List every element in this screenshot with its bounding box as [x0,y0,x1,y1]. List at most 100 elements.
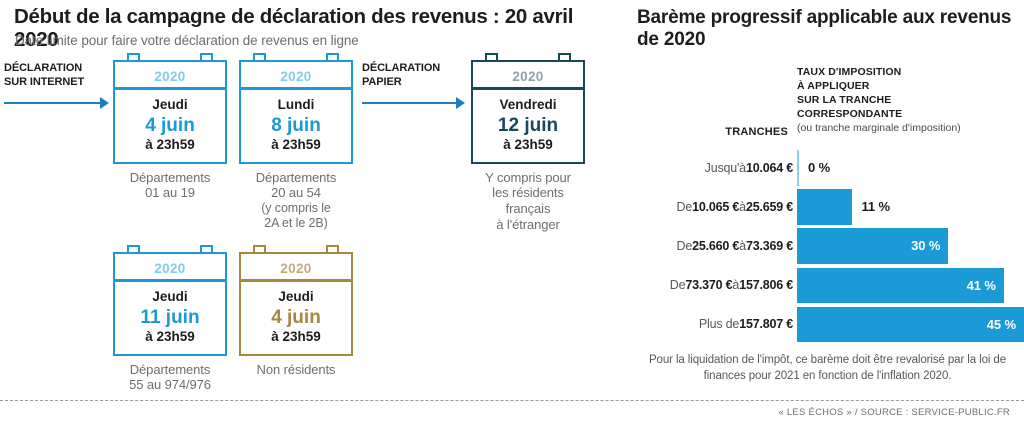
bar-track: 11 % [797,187,1024,226]
calendar-hour: à 23h59 [271,328,321,344]
bar [797,267,1004,304]
bracket-label: De 10.065 € à 25.659 € [676,199,794,214]
bracket-label: De 73.370 € à 157.806 € [669,278,793,293]
calendar-card-5: 2020 Jeudi 4 juin à 23h59 Non résidents [239,245,353,377]
bar-value-label: 11 % [861,199,890,215]
calendar-body: Jeudi 4 juin à 23h59 [241,282,351,354]
calendar-dayname: Jeudi [152,288,188,304]
calendar-hour: à 23h59 [271,136,321,152]
calendar-card-4: 2020 Jeudi 11 juin à 23h59 Départements … [113,245,227,393]
rate-header-line: À APPLIQUER [797,79,870,92]
page-subtitle: Date limite pour faire votre déclaration… [15,33,359,48]
chart-row: De 73.370 € à 157.806 € 41 % [625,266,1024,305]
bar [797,306,1024,343]
calendar-box: 2020 Jeudi 11 juin à 23h59 [113,252,227,356]
bar-track: 30 % [797,226,1024,265]
calendar-body: Lundi 8 juin à 23h59 [241,90,351,162]
arrow-paper-graphic [362,96,470,110]
caption-line: Départements [255,169,337,185]
calendar-hour: à 23h59 [145,136,195,152]
bar-track: 45 % [797,305,1024,344]
caption-line: 20 au 54 [271,185,321,201]
caption-line: Y compris pour [485,169,571,185]
chart-title: Barème progressif applicable aux revenus… [637,7,1012,51]
rate-header-line: SUR LA TRANCHE [797,93,892,106]
calendar-hour: à 23h59 [503,136,553,152]
calendar-box: 2020 Jeudi 4 juin à 23h59 [239,252,353,356]
calendar-year: 2020 [512,69,544,84]
calendar-year: 2020 [154,261,186,276]
calendar-box: 2020 Vendredi 12 juin à 23h59 [471,60,585,164]
calendar-divider [115,87,225,90]
calendar-date: 4 juin [271,306,321,328]
bar-value-label: 41 % [966,277,996,293]
calendar-dayname: Jeudi [278,288,314,304]
chart-row: Plus de 157.807 € 45 % [625,305,1024,344]
calendar-caption: Départements 01 au 19 [113,170,227,201]
arrow-internet-line2: SUR INTERNET [4,75,85,88]
calendar-box: 2020 Jeudi 4 juin à 23h59 [113,60,227,164]
caption-line: français [505,200,551,216]
footer-divider [0,400,1024,401]
caption-line: les résidents [492,185,564,201]
calendar-divider [473,87,583,90]
calendar-box: 2020 Lundi 8 juin à 23h59 [239,60,353,164]
chart-row: Jusqu'à 10.064 € 0 % [625,148,1024,187]
left-panel: Début de la campagne de déclaration des … [4,5,585,393]
caption-line: 2A et le 2B) [264,215,328,230]
right-panel: Barème progressif applicable aux revenus… [625,0,1024,400]
calendar-date: 11 juin [140,306,200,328]
bracket-label: De 25.660 € à 73.369 € [676,238,794,253]
calendar-date: 12 juin [497,114,559,136]
calendar-card-3: 2020 Vendredi 12 juin à 23h59 Y compris … [471,53,585,232]
calendar-caption: Départements 55 au 974/976 [113,362,227,393]
tax-bracket-bar-chart: Jusqu'à 10.064 € 0 % De 10.065 € à 25.659 … [625,148,1024,344]
rate-column-header-note: (ou tranche marginale d'imposition) [797,121,961,134]
arrow-paper-label: DÉCLARATION PAPIER [362,62,470,90]
calendar-caption: Y compris pour les résidents français à … [471,170,585,232]
chart-footnote: Pour la liquidation de l'impôt, ce barèm… [648,354,1007,382]
calendar-dayname: Vendredi [499,96,557,112]
caption-line: (y compris le [261,200,331,215]
arrow-paper-line1: DÉCLARATION [362,62,441,74]
page-title: Début de la campagne de déclaration des … [14,5,574,51]
arrow-internet: DÉCLARATION SUR INTERNET [4,62,110,110]
calendar-divider [115,279,225,282]
bracket-label: Plus de 157.807 € [698,317,793,332]
arrow-paper: DÉCLARATION PAPIER [362,62,470,110]
rate-header-line: TAUX D'IMPOSITION [797,66,902,78]
source-credit: « LES ÉCHOS » / SOURCE : SERVICE-PUBLIC.… [778,407,1010,418]
zero-axis-line [797,150,799,186]
calendar-dayname: Jeudi [152,96,188,112]
calendar-dayname: Lundi [277,96,315,112]
bar-value-label: 30 % [911,238,941,254]
caption-line: Départements [129,169,211,185]
bar-track: 0 % [797,148,1024,187]
bar-track: 41 % [797,266,1024,305]
calendar-year: 2020 [280,261,312,276]
calendar-body: Jeudi 11 juin à 23h59 [115,282,225,354]
rate-column-header: TAUX D'IMPOSITION À APPLIQUER SUR LA TRANC… [797,66,1017,136]
calendar-date: 4 juin [145,114,195,136]
bar [797,189,853,225]
caption-line: Départements [129,361,211,377]
calendar-caption: Départements 20 au 54 (y compris le 2A e… [239,170,353,231]
bar-value-label: 45 % [986,316,1016,332]
calendar-hour: à 23h59 [145,328,195,344]
calendar-divider [241,279,351,282]
caption-line: 01 au 19 [145,185,195,201]
calendar-caption: Non résidents [239,362,353,378]
arrow-internet-graphic [4,96,110,110]
calendar-body: Jeudi 4 juin à 23h59 [115,90,225,162]
arrow-paper-line2: PAPIER [362,75,402,88]
calendar-year: 2020 [280,69,312,84]
caption-line: à l'étranger [496,216,560,232]
calendar-card-1: 2020 Jeudi 4 juin à 23h59 Départements 0… [113,53,227,201]
brackets-column-header: TRANCHES [725,126,788,138]
chart-row: De 10.065 € à 25.659 € 11 % [625,187,1024,226]
calendar-card-2: 2020 Lundi 8 juin à 23h59 Départements 2… [239,53,353,231]
arrow-internet-line1: DÉCLARATION [4,62,83,74]
chart-row: De 25.660 € à 73.369 € 30 % [625,226,1024,265]
bar-value-label: 0 % [808,160,831,176]
